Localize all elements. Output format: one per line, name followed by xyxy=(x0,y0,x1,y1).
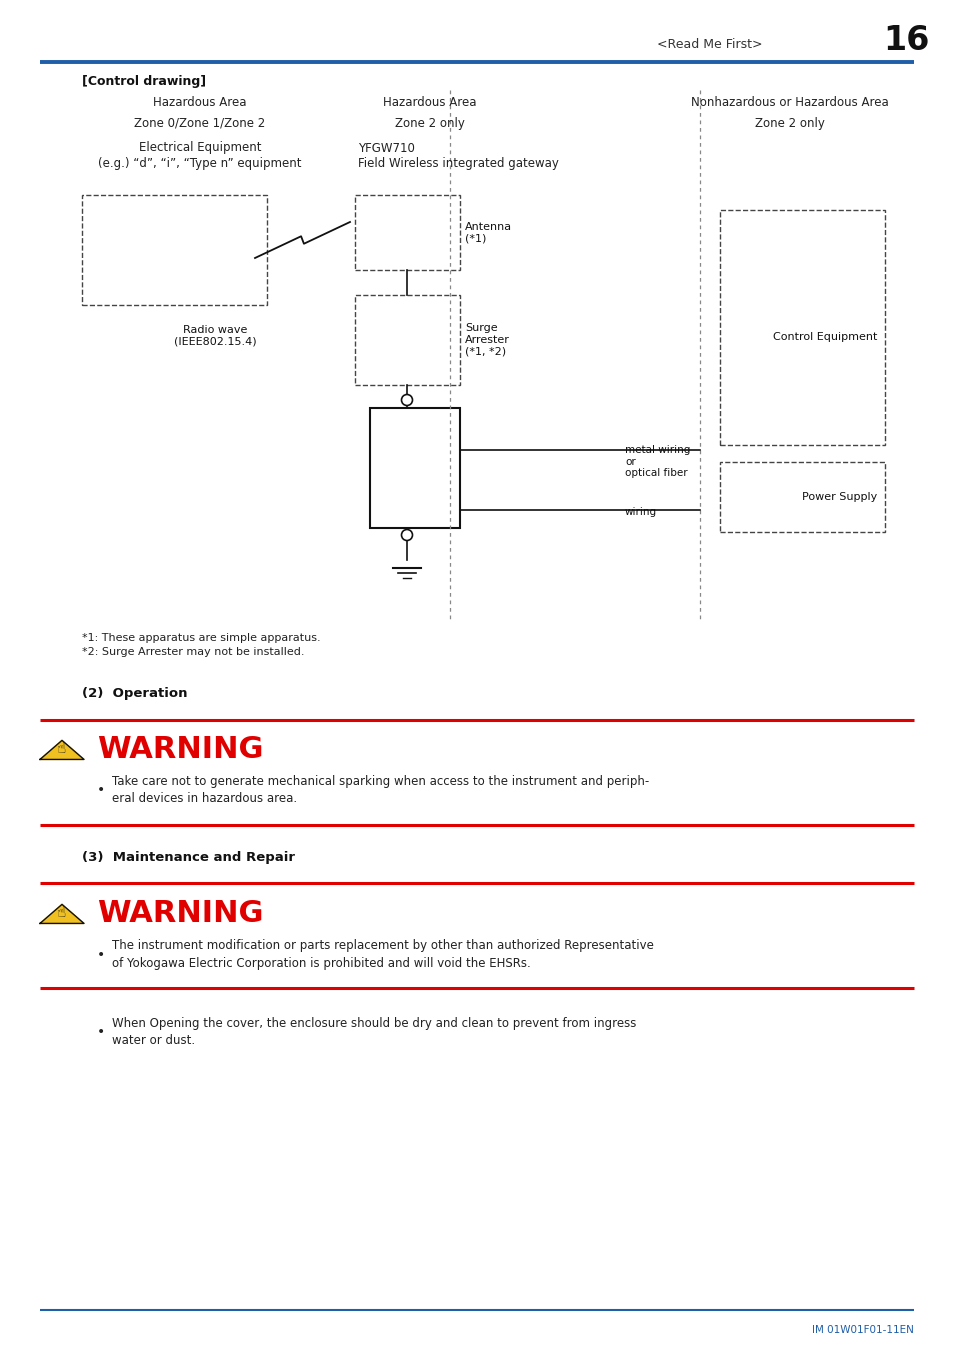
Text: Power Supply: Power Supply xyxy=(801,491,876,502)
Circle shape xyxy=(401,394,412,405)
Text: Hazardous Area: Hazardous Area xyxy=(153,96,247,109)
Bar xyxy=(355,296,459,385)
Text: <Read Me First>: <Read Me First> xyxy=(657,38,762,50)
Text: Zone 2 only: Zone 2 only xyxy=(395,116,464,130)
Bar xyxy=(720,211,884,446)
Text: Zone 2 only: Zone 2 only xyxy=(754,116,824,130)
Text: IM 01W01F01-11EN: IM 01W01F01-11EN xyxy=(811,1324,913,1335)
Text: YFGW710: YFGW710 xyxy=(357,142,415,154)
Bar xyxy=(355,194,459,270)
Text: The instrument modification or parts replacement by other than authorized Repres: The instrument modification or parts rep… xyxy=(112,940,653,971)
Text: 16: 16 xyxy=(882,23,929,57)
Text: Zone 0/Zone 1/Zone 2: Zone 0/Zone 1/Zone 2 xyxy=(134,116,265,130)
Text: •: • xyxy=(97,1025,105,1040)
Text: Take care not to generate mechanical sparking when access to the instrument and : Take care not to generate mechanical spa… xyxy=(112,775,649,806)
Text: Control Equipment: Control Equipment xyxy=(772,332,876,343)
Text: *1: These apparatus are simple apparatus.: *1: These apparatus are simple apparatus… xyxy=(82,633,320,643)
Circle shape xyxy=(401,529,412,540)
Text: Antenna
(*1): Antenna (*1) xyxy=(464,221,512,243)
Text: metal wiring
or
optical fiber: metal wiring or optical fiber xyxy=(624,446,690,478)
Text: [Control drawing]: [Control drawing] xyxy=(82,76,206,89)
Text: *2: Surge Arrester may not be installed.: *2: Surge Arrester may not be installed. xyxy=(82,647,304,657)
Bar xyxy=(370,408,459,528)
Text: (3)  Maintenance and Repair: (3) Maintenance and Repair xyxy=(82,852,294,864)
Text: Radio wave
(IEEE802.15.4): Radio wave (IEEE802.15.4) xyxy=(173,325,256,347)
Text: ☝: ☝ xyxy=(57,906,67,921)
Text: •: • xyxy=(97,948,105,963)
Text: Field Wireless integrated gateway: Field Wireless integrated gateway xyxy=(357,157,558,170)
Bar xyxy=(720,462,884,532)
Text: Hazardous Area: Hazardous Area xyxy=(383,96,476,109)
Text: When Opening the cover, the enclosure should be dry and clean to prevent from in: When Opening the cover, the enclosure sh… xyxy=(112,1017,636,1048)
Text: wiring: wiring xyxy=(624,508,657,517)
Text: Nonhazardous or Hazardous Area: Nonhazardous or Hazardous Area xyxy=(690,96,888,109)
Text: Electrical Equipment: Electrical Equipment xyxy=(138,142,261,154)
Text: (2)  Operation: (2) Operation xyxy=(82,687,188,699)
Text: ☝: ☝ xyxy=(57,741,67,756)
Text: •: • xyxy=(97,783,105,796)
Text: WARNING: WARNING xyxy=(97,899,263,929)
Polygon shape xyxy=(40,904,84,923)
Text: (e.g.) “d”, “i”, “Type n” equipment: (e.g.) “d”, “i”, “Type n” equipment xyxy=(98,157,301,170)
Text: Surge
Arrester
(*1, *2): Surge Arrester (*1, *2) xyxy=(464,324,509,356)
Polygon shape xyxy=(40,740,84,760)
Text: WARNING: WARNING xyxy=(97,736,263,764)
Bar xyxy=(82,194,267,305)
